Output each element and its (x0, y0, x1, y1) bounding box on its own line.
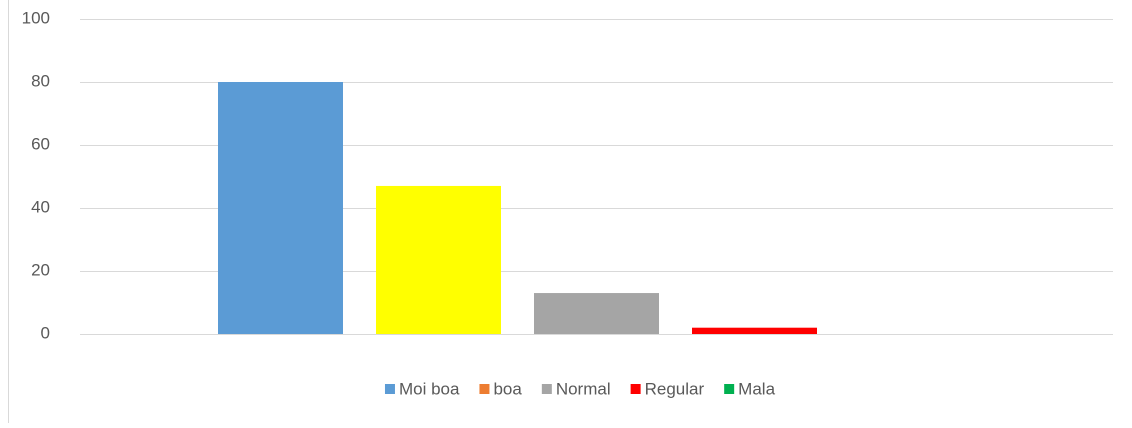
y-tick-label: 0 (41, 323, 50, 342)
legend-swatch (541, 384, 552, 394)
legend-label: boa (493, 379, 522, 398)
bar (692, 327, 817, 334)
legend-label: Regular (645, 379, 705, 398)
bar (534, 293, 659, 334)
y-tick-label: 100 (22, 8, 50, 27)
legend-label: Normal (556, 379, 611, 398)
y-tick-label: 20 (31, 260, 50, 279)
y-tick-label: 60 (31, 134, 50, 153)
legend-label: Moi boa (399, 379, 460, 398)
y-tick-label: 80 (31, 71, 50, 90)
y-tick-label: 40 (31, 197, 50, 216)
legend-label: Mala (738, 379, 775, 398)
legend-swatch (384, 384, 395, 394)
legend-swatch (724, 384, 735, 394)
legend-swatch (630, 384, 641, 394)
legend-swatch (479, 384, 490, 394)
bar (218, 82, 343, 334)
bar (376, 185, 501, 334)
